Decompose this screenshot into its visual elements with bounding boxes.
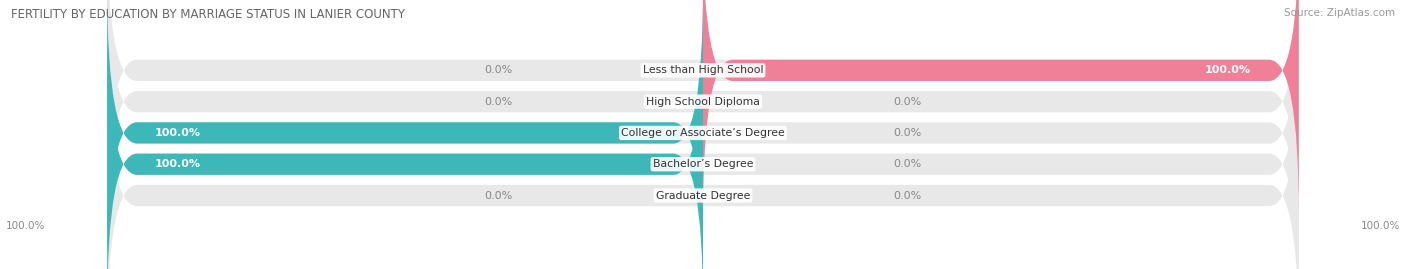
FancyBboxPatch shape — [107, 0, 703, 269]
Text: 0.0%: 0.0% — [484, 65, 512, 75]
Text: Bachelor’s Degree: Bachelor’s Degree — [652, 159, 754, 169]
Text: 0.0%: 0.0% — [894, 97, 922, 107]
FancyBboxPatch shape — [107, 0, 1299, 269]
Text: 0.0%: 0.0% — [894, 128, 922, 138]
FancyBboxPatch shape — [107, 18, 1299, 269]
Text: High School Diploma: High School Diploma — [647, 97, 759, 107]
Text: 100.0%: 100.0% — [6, 221, 45, 231]
Text: FERTILITY BY EDUCATION BY MARRIAGE STATUS IN LANIER COUNTY: FERTILITY BY EDUCATION BY MARRIAGE STATU… — [11, 8, 405, 21]
FancyBboxPatch shape — [703, 0, 1299, 216]
Text: 0.0%: 0.0% — [894, 190, 922, 200]
Text: 100.0%: 100.0% — [155, 159, 201, 169]
FancyBboxPatch shape — [107, 18, 703, 269]
Text: Less than High School: Less than High School — [643, 65, 763, 75]
Text: Graduate Degree: Graduate Degree — [655, 190, 751, 200]
Text: 100.0%: 100.0% — [1361, 221, 1400, 231]
Text: 0.0%: 0.0% — [894, 159, 922, 169]
FancyBboxPatch shape — [107, 0, 1299, 247]
Text: Source: ZipAtlas.com: Source: ZipAtlas.com — [1284, 8, 1395, 18]
Text: 0.0%: 0.0% — [484, 97, 512, 107]
Text: 100.0%: 100.0% — [1205, 65, 1251, 75]
Text: 100.0%: 100.0% — [155, 128, 201, 138]
Text: 0.0%: 0.0% — [484, 190, 512, 200]
FancyBboxPatch shape — [107, 50, 1299, 269]
FancyBboxPatch shape — [107, 0, 1299, 216]
Text: College or Associate’s Degree: College or Associate’s Degree — [621, 128, 785, 138]
